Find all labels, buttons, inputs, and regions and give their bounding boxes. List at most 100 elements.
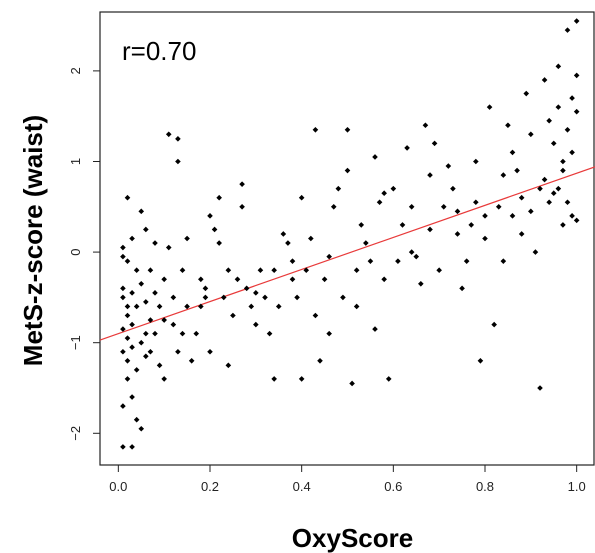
data-point <box>152 240 158 246</box>
data-point <box>239 181 245 187</box>
data-point <box>560 167 566 174</box>
data-point <box>450 185 456 192</box>
data-point <box>120 294 126 301</box>
data-point <box>541 77 548 83</box>
data-point <box>463 258 470 264</box>
data-point <box>303 267 310 274</box>
data-point <box>500 172 507 178</box>
data-point <box>129 235 135 242</box>
data-point <box>138 425 145 432</box>
data-point <box>165 244 172 251</box>
data-point <box>528 131 534 138</box>
data-point <box>528 208 534 215</box>
data-point <box>573 18 580 24</box>
data-point <box>198 303 204 310</box>
data-point <box>326 253 332 260</box>
data-point <box>147 348 154 355</box>
data-point <box>129 394 135 400</box>
data-point <box>335 185 342 192</box>
data-point <box>546 199 552 206</box>
y-tick-label: 0 <box>68 248 83 255</box>
data-point <box>253 290 259 296</box>
y-tick-label: 1 <box>68 158 83 165</box>
data-point <box>266 330 273 337</box>
data-point <box>376 199 383 206</box>
data-point <box>120 253 126 260</box>
data-point <box>308 235 314 242</box>
data-point <box>294 294 300 301</box>
data-point <box>138 281 145 287</box>
y-axis-label: MetS-z-score (waist) <box>18 115 48 366</box>
data-point <box>546 117 552 124</box>
data-point <box>482 235 488 242</box>
data-point <box>404 145 410 151</box>
data-point <box>257 267 264 274</box>
data-point <box>207 348 213 355</box>
data-point <box>170 294 177 301</box>
y-tick-label: −2 <box>68 426 83 441</box>
data-point <box>422 122 429 129</box>
data-point <box>560 158 566 165</box>
data-point <box>124 312 131 319</box>
data-point <box>193 330 200 337</box>
data-point <box>555 104 562 110</box>
data-point <box>175 136 181 142</box>
x-tick-label: 0.4 <box>293 479 311 494</box>
data-point <box>344 126 351 133</box>
data-point <box>468 222 475 228</box>
data-point <box>340 294 346 301</box>
data-point <box>120 444 126 450</box>
data-point <box>532 249 539 255</box>
data-point <box>399 222 406 228</box>
data-point <box>271 267 277 274</box>
data-point <box>321 276 328 283</box>
data-point <box>161 317 167 323</box>
data-point <box>275 303 282 310</box>
data-point <box>459 285 465 292</box>
data-point <box>156 303 163 310</box>
data-point <box>482 213 488 219</box>
data-point <box>120 326 126 332</box>
data-point <box>124 376 131 382</box>
x-tick-label: 1.0 <box>568 479 586 494</box>
data-point <box>243 285 250 292</box>
data-point <box>569 95 575 101</box>
data-point <box>124 335 131 341</box>
data-point <box>312 312 319 319</box>
data-point <box>133 367 140 373</box>
data-point <box>317 358 323 364</box>
data-point <box>344 167 351 174</box>
data-point <box>495 203 502 210</box>
data-point <box>408 203 415 210</box>
data-point <box>454 231 461 237</box>
data-point <box>523 90 530 97</box>
data-point <box>143 226 149 233</box>
data-point <box>280 231 287 237</box>
data-point <box>120 244 126 251</box>
data-point <box>170 321 177 328</box>
x-tick-label: 0.6 <box>384 479 402 494</box>
data-point <box>129 344 135 351</box>
data-point <box>120 348 126 355</box>
data-point <box>312 126 319 133</box>
data-point <box>555 63 562 70</box>
data-point <box>289 258 296 264</box>
data-point <box>445 163 452 169</box>
data-point <box>509 213 516 219</box>
data-point <box>179 267 186 274</box>
data-point <box>225 267 232 274</box>
data-point <box>427 226 433 233</box>
data-point <box>454 208 461 215</box>
data-point <box>564 199 571 206</box>
data-point <box>486 104 493 110</box>
data-point <box>202 294 209 301</box>
data-point <box>500 258 507 264</box>
data-point <box>289 276 296 283</box>
data-point <box>175 348 181 355</box>
data-point <box>353 303 360 310</box>
y-tick-label: 2 <box>68 67 83 74</box>
data-point <box>239 203 245 210</box>
data-point <box>138 339 145 346</box>
